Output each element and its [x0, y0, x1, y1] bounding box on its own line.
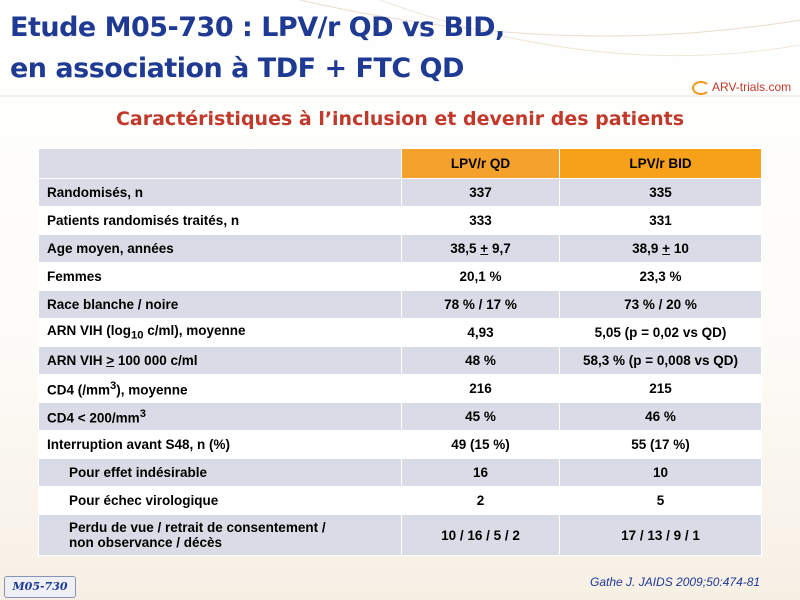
text: non observance / décès	[69, 535, 223, 550]
row: Pour échec virologique 2 5	[38, 486, 762, 515]
text: +	[662, 241, 671, 256]
cell: 5,05 (p = 0,02 vs QD)	[559, 318, 762, 347]
row-label: Race blanche / noire	[38, 290, 402, 319]
text: +	[480, 241, 489, 256]
badge: M05-730	[4, 576, 76, 598]
column-header: LPV/r QD	[401, 148, 560, 179]
cell: 58,3 % (p = 0,008 vs QD)	[559, 346, 762, 375]
row: Patients randomisés traités, n 333 331	[38, 206, 762, 235]
cell: 4,93	[401, 318, 560, 347]
subtitle: Caractéristiques à l’inclusion et deveni…	[115, 108, 685, 130]
text: Perdu de vue / retrait de consentement /	[69, 520, 326, 535]
text: CD4 (/mm	[47, 382, 111, 398]
cell: 215	[559, 374, 762, 403]
column-header: LPV/r BID	[559, 148, 762, 179]
cell: 48 %	[401, 346, 560, 375]
table: LPV/r QD LPV/r BID Randomisés, n 337 335 Pa…	[38, 148, 762, 556]
row: CD4 < 200/mm3 45 % 46 %	[38, 402, 762, 431]
cell: 10 / 16 / 5 / 2	[401, 514, 560, 556]
cell: 337	[401, 178, 560, 207]
cell: 45 %	[401, 402, 560, 431]
cell: 2	[401, 486, 560, 515]
logo-text: ARV-trials.com	[712, 80, 792, 94]
text: >	[106, 353, 115, 368]
title: en association à TDF + FTC QD	[10, 53, 464, 84]
text: 10	[131, 329, 144, 342]
text: 3	[139, 407, 146, 420]
text: ARN VIH	[47, 353, 107, 368]
row-label: Femmes	[38, 262, 402, 291]
cell: 38,9 + 10	[559, 234, 762, 263]
cell: 10	[559, 458, 762, 487]
row: Femmes 20,1 % 23,3 %	[38, 262, 762, 291]
cell: 17 / 13 / 9 / 1	[559, 514, 762, 556]
text: 10	[670, 241, 689, 256]
row: Age moyen, années 38,5 + 9,7 38,9 + 10	[38, 234, 762, 263]
row-label: Perdu de vue / retrait de consentement /…	[38, 514, 402, 556]
cell: 49 (15 %)	[401, 430, 560, 459]
text: 38,5	[450, 241, 481, 256]
cell: 335	[559, 178, 762, 207]
text: c/ml), moyenne	[143, 323, 246, 339]
title: Etude M05-730 : LPV/r QD vs BID,	[10, 12, 505, 43]
cell: 331	[559, 206, 762, 235]
row: Randomisés, n 337 335	[38, 178, 762, 207]
cell: 5	[559, 486, 762, 515]
text: 3	[110, 379, 117, 392]
text: 100 000 c/ml	[114, 353, 198, 368]
text: 38,9	[632, 241, 663, 256]
cell: 73 % / 20 %	[559, 290, 762, 319]
logo: ARV-trials.com	[692, 80, 791, 95]
row: ARN VIH > 100 000 c/ml 48 % 58,3 % (p = 0,…	[38, 346, 762, 375]
cell: 55 (17 %)	[559, 430, 762, 459]
cell: 16	[401, 458, 560, 487]
header-row: LPV/r QD LPV/r BID	[38, 148, 762, 179]
reference: Gathe J. JAIDS 2009;50:474-81	[590, 575, 761, 589]
row: Perdu de vue / retrait de consentement /…	[38, 514, 762, 556]
cell	[38, 148, 402, 179]
row: Race blanche / noire 78 % / 17 % 73 % / 20…	[38, 290, 762, 319]
row: CD4 (/mm3), moyenne 216 215	[38, 374, 762, 403]
cell: 46 %	[559, 402, 762, 431]
row-label: ARN VIH > 100 000 c/ml	[38, 346, 402, 375]
decor	[0, 0, 800, 97]
row-label: Pour échec virologique	[38, 486, 402, 515]
row-label: Interruption avant S48, n (%)	[38, 430, 402, 459]
cell: 38,5 + 9,7	[401, 234, 560, 263]
row-label: CD4 (/mm3), moyenne	[38, 374, 402, 403]
cell: 20,1 %	[401, 262, 560, 291]
cell: 216	[401, 374, 560, 403]
text: ARN VIH (log	[47, 323, 131, 339]
text: ), moyenne	[116, 382, 188, 398]
row-label: CD4 < 200/mm3	[38, 402, 402, 431]
row-label: ARN VIH (log10 c/ml), moyenne	[38, 318, 402, 347]
cell: 78 % / 17 %	[401, 290, 560, 319]
row-label: Pour effet indésirable	[38, 458, 402, 487]
cell: 333	[401, 206, 560, 235]
row: ARN VIH (log10 c/ml), moyenne 4,93 5,05 (p…	[38, 318, 762, 347]
text: CD4 < 200/mm	[47, 410, 140, 426]
row: Interruption avant S48, n (%) 49 (15 %) 55…	[38, 430, 762, 459]
text: 9,7	[488, 241, 511, 256]
row-label: Age moyen, années	[38, 234, 402, 263]
row-label: Patients randomisés traités, n	[38, 206, 402, 235]
row-label: Randomisés, n	[38, 178, 402, 207]
cell: 23,3 %	[559, 262, 762, 291]
row: Pour effet indésirable 16 10	[38, 458, 762, 487]
